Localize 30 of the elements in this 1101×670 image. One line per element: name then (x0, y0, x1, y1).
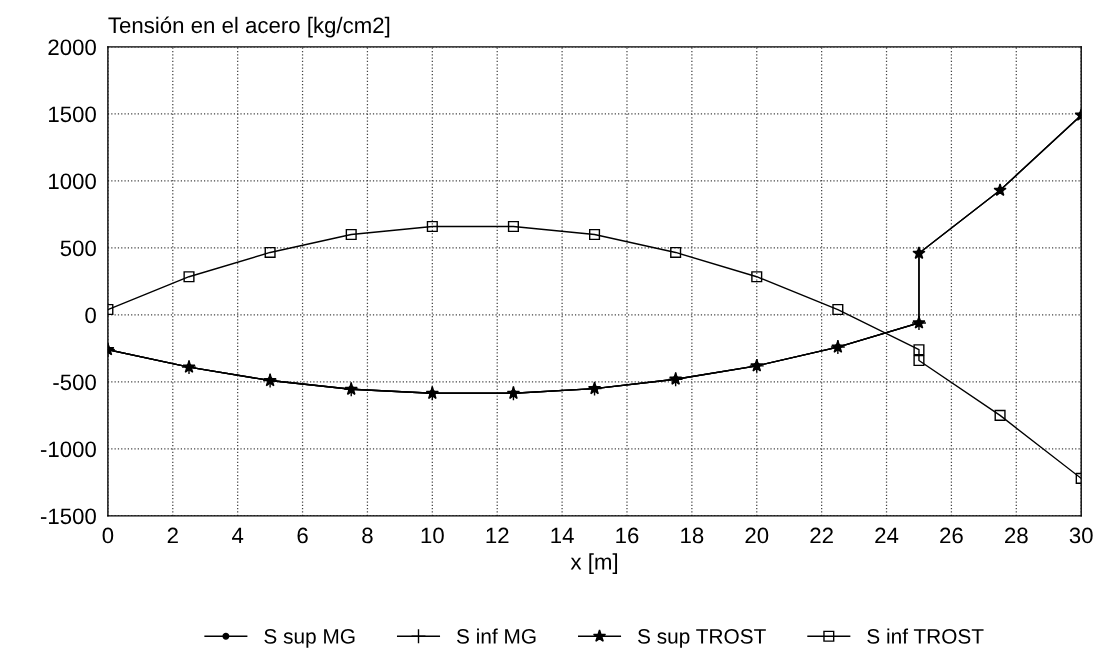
x-tick-label: 10 (421, 527, 444, 544)
x-tick-label: 30 (1069, 527, 1093, 544)
y-tick-label: -1500 (40, 508, 96, 525)
y-tick-label: -1000 (40, 441, 96, 458)
x-tick-label: 4 (232, 527, 244, 544)
x-tick-label: 20 (745, 527, 769, 544)
x-tick-label: 24 (875, 527, 899, 544)
y-axis-title: Tensión en el acero [kg/cm2] (108, 16, 390, 38)
x-tick-label: 8 (362, 527, 373, 544)
legend-label: S inf MG (456, 628, 536, 644)
y-tick-label: 500 (60, 240, 96, 257)
x-tick-label: 14 (551, 527, 574, 544)
legend-label: S sup MG (264, 629, 355, 648)
x-tick-label: 26 (940, 527, 963, 544)
x-tick-label: 2 (167, 527, 178, 544)
x-axis-title: x [m] (570, 553, 618, 574)
x-tick-label: 22 (810, 527, 833, 544)
x-tick-label: 18 (681, 527, 704, 544)
x-tick-label: 6 (297, 527, 308, 544)
x-tick-label: 12 (486, 527, 509, 544)
x-tick-label: 16 (616, 527, 639, 544)
y-tick-label: 2000 (48, 39, 96, 56)
y-tick-label: -500 (53, 374, 96, 391)
x-tick-label: 28 (1005, 527, 1028, 544)
y-tick-label: 1500 (49, 106, 96, 123)
y-tick-label: 0 (85, 307, 96, 324)
legend-label: S inf TROST (867, 628, 984, 644)
y-tick-label: 1000 (49, 173, 96, 190)
legend-label: S sup TROST (637, 629, 766, 648)
x-tick-label: 0 (102, 527, 114, 544)
